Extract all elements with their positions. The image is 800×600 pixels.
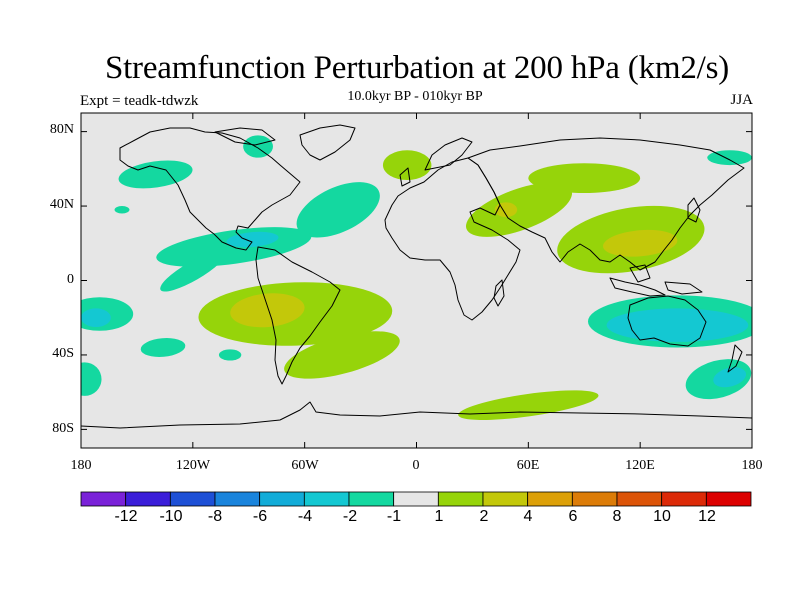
colorbar-swatch bbox=[661, 491, 707, 507]
y-tick-label: 0 bbox=[67, 272, 74, 287]
season-label: JJA bbox=[730, 92, 753, 108]
colorbar-swatch bbox=[125, 491, 171, 507]
x-tick-label: 60E bbox=[516, 458, 540, 473]
y-tick-label: 80N bbox=[49, 122, 74, 137]
coast-new-guinea bbox=[664, 281, 703, 295]
anomaly-europe-positive bbox=[382, 150, 432, 180]
colorbar-swatch bbox=[214, 491, 261, 507]
anomaly-south-america-core bbox=[230, 293, 305, 328]
colorbar-label: -2 bbox=[342, 508, 358, 525]
colorbar-label: -12 bbox=[114, 508, 138, 525]
anomaly-south-of-nz-core bbox=[713, 367, 747, 388]
chart-title: Streamfunction Perturbation at 200 hPa (… bbox=[104, 50, 730, 86]
colorbar-swatch bbox=[303, 491, 350, 507]
x-tick-label: 0 bbox=[412, 458, 420, 473]
x-tick-label: 120E bbox=[625, 458, 655, 473]
colorbar-swatch bbox=[393, 491, 439, 507]
x-tick-label: 180 bbox=[741, 458, 763, 473]
colorbar-label: 8 bbox=[612, 508, 622, 525]
anomaly-west-pacific-south-core bbox=[81, 308, 111, 328]
colorbar-label: 12 bbox=[698, 508, 716, 525]
coast-arctic-islands bbox=[214, 127, 276, 146]
y-tick-label: 40N bbox=[49, 197, 74, 212]
anomaly-south-atlantic-positive bbox=[284, 331, 400, 379]
colorbar-swatch bbox=[482, 491, 529, 507]
colorbar-label: 10 bbox=[653, 508, 671, 525]
anomaly-south-pacific-small bbox=[140, 338, 186, 357]
coast-europe-africa bbox=[384, 157, 521, 321]
colorbar-swatch bbox=[348, 491, 395, 507]
colorbar-label: -10 bbox=[159, 508, 183, 525]
colorbar-swatch bbox=[80, 491, 127, 507]
colorbar-label: 4 bbox=[523, 508, 533, 525]
coast-australia bbox=[627, 295, 707, 347]
anomaly-south-pacific-cell bbox=[218, 349, 242, 361]
y-tick-label: 80S bbox=[52, 421, 74, 436]
coast-indonesia bbox=[609, 277, 666, 297]
colorbar-swatch bbox=[705, 491, 752, 507]
coast-south-america bbox=[255, 246, 341, 385]
coastlines bbox=[81, 124, 752, 429]
colorbar-swatch bbox=[169, 491, 216, 507]
anomaly-south-pacific-edge bbox=[81, 362, 102, 396]
anomaly-north-america-high bbox=[243, 135, 273, 158]
coast-uk bbox=[399, 167, 411, 187]
chart-subtitle: 10.0kyr BP - 010kyr BP bbox=[347, 89, 483, 104]
colorbar-swatch bbox=[437, 491, 484, 507]
coast-greenland bbox=[299, 124, 356, 161]
colorbar-label: -1 bbox=[386, 508, 402, 525]
anomaly-asia-core bbox=[603, 229, 678, 257]
colorbar-label: 6 bbox=[568, 508, 578, 525]
coast-asia bbox=[467, 137, 745, 271]
experiment-label: Expt = teadk-tdwzk bbox=[80, 93, 199, 109]
coast-scandinavia bbox=[424, 137, 473, 171]
anomaly-middle-east-positive bbox=[466, 182, 573, 237]
colorbar-label: -6 bbox=[252, 508, 268, 525]
colorbar-label: -4 bbox=[297, 508, 313, 525]
axis-ticks bbox=[80, 113, 753, 448]
coast-japan bbox=[687, 197, 701, 223]
anomaly-layer bbox=[81, 135, 752, 421]
colorbar-swatch bbox=[616, 491, 663, 507]
colorbar-label: -8 bbox=[207, 508, 223, 525]
coast-new-zealand bbox=[727, 344, 743, 373]
colorbar-label: 2 bbox=[479, 508, 489, 525]
coast-madagascar bbox=[493, 279, 505, 307]
colorbar-swatch bbox=[571, 491, 618, 507]
x-tick-label: 60W bbox=[291, 458, 319, 473]
anomaly-siberia-positive bbox=[528, 163, 641, 194]
coast-borneo bbox=[629, 264, 651, 283]
coast-antarctica bbox=[81, 401, 752, 429]
anomaly-australia-core bbox=[606, 308, 749, 342]
colorbar-label: 1 bbox=[434, 508, 444, 525]
coast-north-america bbox=[119, 127, 301, 251]
colorbar-swatch bbox=[527, 491, 573, 507]
x-tick-label: 180 bbox=[70, 458, 92, 473]
colorbar-swatch bbox=[259, 491, 305, 507]
anomaly-north-atlantic-negative bbox=[296, 182, 380, 238]
anomaly-small-cell-pacific bbox=[114, 206, 130, 214]
anomaly-east-pacific-tail bbox=[160, 250, 226, 292]
anomaly-north-pacific-positive-1 bbox=[118, 160, 193, 189]
colorbar bbox=[80, 491, 752, 507]
x-tick-label: 120W bbox=[175, 458, 211, 473]
y-tick-label: 40S bbox=[52, 346, 74, 361]
